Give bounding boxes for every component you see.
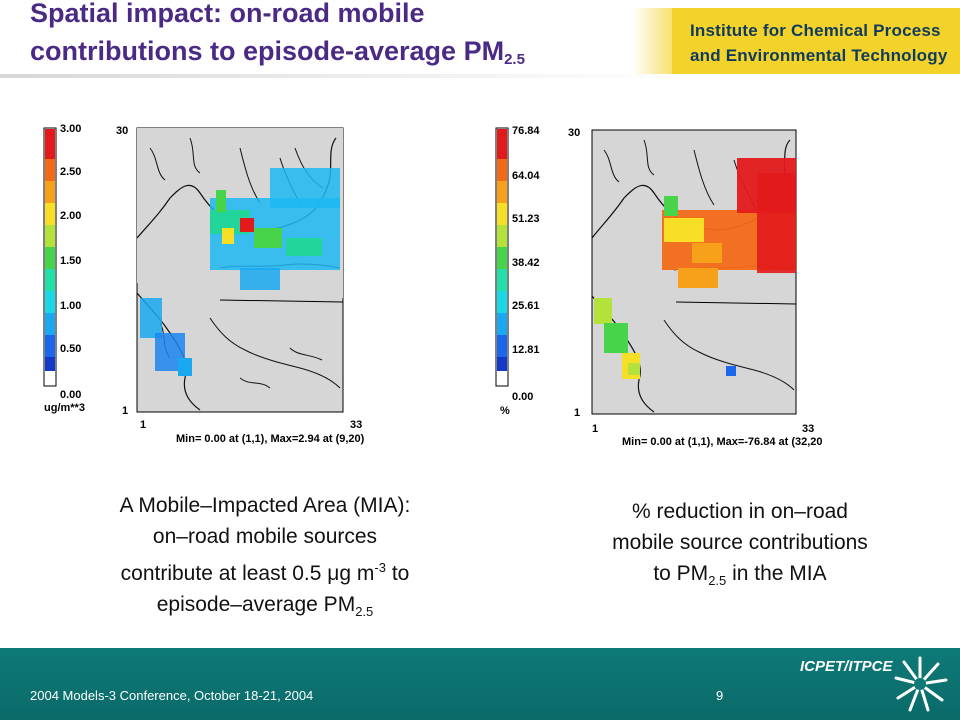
right-legend-tick-3: 38.42: [512, 257, 540, 269]
right-legend-tick-4: 25.61: [512, 300, 540, 312]
left-map-panel: 3.00 2.50 2.00 1.50 1.00 0.50 0.00 ug/m*…: [40, 118, 370, 448]
institute-name-line-2: and Environmental Technology: [690, 46, 948, 65]
right-y-top-label: 30: [568, 127, 580, 139]
left-caption-exponent: -3: [374, 560, 386, 575]
institute-banner: Institute for Chemical Process and Envir…: [632, 8, 960, 74]
left-map-area: [136, 127, 344, 413]
title-line-2: contributions to episode-average PM2.5: [30, 32, 670, 79]
slide-header: Spatial impact: on-road mobile contribut…: [0, 0, 960, 80]
title-subscript: 2.5: [504, 51, 525, 68]
right-x-left-label: 1: [592, 423, 598, 435]
institute-name-line-1: Institute for Chemical Process: [690, 21, 941, 40]
left-caption-line-3: contribute at least 0.5 μg m-3 to: [70, 552, 460, 589]
right-caption-line-3: to PM2.5 in the MIA: [560, 558, 920, 596]
slide-footer: 2004 Models-3 Conference, October 18-21,…: [0, 648, 960, 720]
left-minmax-label: Min= 0.00 at (1,1), Max=2.94 at (9,20): [176, 433, 365, 445]
left-legend-tick-5: 0.50: [60, 343, 81, 355]
left-caption-line-3b: g m: [339, 562, 375, 585]
left-x-right-label: 33: [350, 419, 362, 431]
right-caption-line-3b: in the MIA: [726, 562, 827, 585]
right-legend-tick-2: 51.23: [512, 213, 540, 225]
right-map-figure: 76.84 64.04 51.23 38.42 25.61 12.81 0.00…: [495, 125, 822, 448]
left-caption-line-4-text: episode–average PM: [156, 593, 356, 616]
page-number: 9: [716, 688, 724, 703]
left-legend-tick-3: 1.50: [60, 255, 81, 267]
right-x-right-label-offscreen: 33: [802, 423, 814, 435]
header-divider: [0, 74, 690, 78]
right-map-panel: 76.84 64.04 51.23 38.42 25.61 12.81 0.00…: [492, 118, 822, 448]
left-caption-line-3a: contribute at least 0.5: [120, 562, 328, 585]
right-colorbar: [495, 127, 509, 387]
right-legend-tick-0: 76.84: [512, 125, 540, 137]
slide-title: Spatial impact: on-road mobile contribut…: [30, 0, 670, 79]
left-y-top-label: 30: [116, 125, 128, 137]
left-map-figure: 3.00 2.50 2.00 1.50 1.00 0.50 0.00 ug/m*…: [43, 123, 365, 445]
right-map-cells: [594, 158, 796, 379]
conference-label: 2004 Models-3 Conference, October 18-21,…: [30, 688, 314, 703]
left-legend-tick-2: 2.00: [60, 210, 81, 222]
mu-symbol: μ: [327, 562, 340, 585]
left-colorbar: [43, 127, 57, 387]
footer-logo-text: ICPET/ITPCE: [800, 658, 893, 675]
right-caption: % reduction in on–road mobile source con…: [560, 496, 920, 596]
left-caption-line-1: A Mobile–Impacted Area (MIA):: [119, 494, 411, 517]
title-line-1: Spatial impact: on-road mobile: [30, 0, 425, 28]
sunburst-logo-icon: [894, 656, 948, 712]
title-line-2-text: contributions to episode-average PM: [30, 36, 505, 66]
left-caption-line-3c: to: [385, 562, 410, 585]
left-legend-tick-0: 3.00: [60, 123, 81, 135]
left-x-left-label: 1: [140, 419, 146, 431]
left-legend-unit: ug/m**3: [44, 402, 85, 414]
left-legend-tick-6: 0.00: [60, 389, 81, 401]
left-caption-subscript: 2.5: [355, 604, 374, 620]
right-caption-line-3a: to PM: [653, 562, 709, 585]
left-y-bottom-label: 1: [122, 405, 128, 417]
right-legend-unit: %: [500, 405, 510, 417]
left-caption-line-2: on–road mobile sources: [152, 525, 378, 548]
right-minmax-label: Min= 0.00 at (1,1), Max=-76.84 at (32,20…: [622, 436, 822, 448]
left-map-cells: [140, 168, 340, 376]
left-caption: A Mobile–Impacted Area (MIA): on–road mo…: [70, 490, 460, 627]
right-caption-subscript: 2.5: [708, 573, 727, 589]
right-legend-tick-1: 64.04: [512, 170, 540, 182]
right-legend-tick-5: 12.81: [512, 344, 540, 356]
right-caption-line-1: % reduction in on–road: [632, 500, 848, 523]
left-legend-tick-4: 1.00: [60, 300, 81, 312]
right-map-area: [591, 129, 797, 415]
left-legend-tick-1: 2.50: [60, 166, 81, 178]
left-caption-line-4: episode–average PM2.5: [70, 589, 460, 627]
right-legend-tick-6: 0.00: [512, 391, 533, 403]
right-y-bottom-label: 1: [574, 407, 580, 419]
right-caption-line-2: mobile source contributions: [612, 531, 868, 554]
